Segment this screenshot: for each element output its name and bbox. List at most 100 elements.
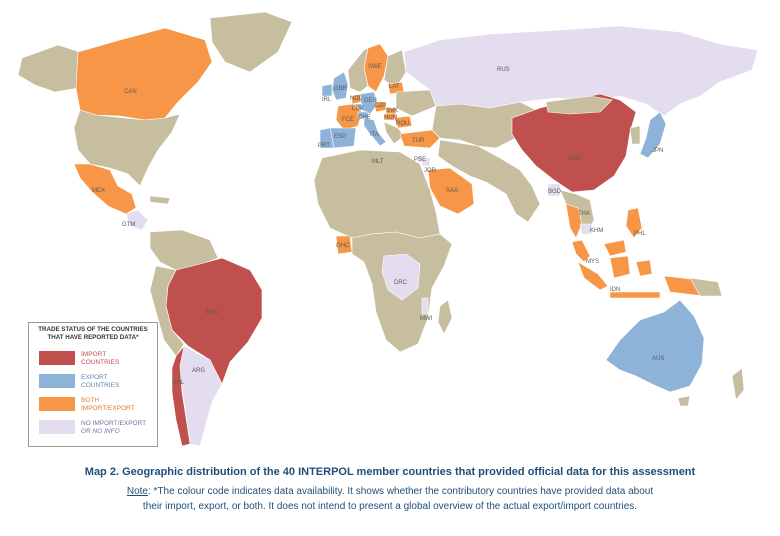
label-svk: SVK xyxy=(386,108,398,114)
label-can: CAN xyxy=(124,89,137,95)
label-esp: ESP xyxy=(334,134,346,140)
country-gtm xyxy=(125,209,149,231)
label-irl: IRL xyxy=(322,97,332,103)
label-idn: IDN xyxy=(610,287,620,293)
region-alaska xyxy=(17,44,81,93)
label-fce: FCE xyxy=(342,117,354,123)
legend-label-import-line2: COUNTRIES xyxy=(81,359,120,366)
label-gbr: GBR xyxy=(334,86,348,92)
legend-label-export: EXPORT COUNTRIES xyxy=(81,374,119,390)
country-phl xyxy=(625,207,643,239)
label-bgd: BGD xyxy=(548,189,562,195)
region-caribbean xyxy=(149,195,171,205)
map-legend: TRADE STATUS OF THE COUNTRIES THAT HAVE … xyxy=(28,322,158,447)
legend-label-none: NO IMPORT/EXPORT OR NO INFO xyxy=(81,420,146,436)
legend-title: TRADE STATUS OF THE COUNTRIES THAT HAVE … xyxy=(29,323,157,342)
label-khm: KHM xyxy=(590,228,603,234)
country-mys xyxy=(571,239,627,263)
legend-label-both-line1: BOTH xyxy=(81,397,100,404)
label-ita: ITA xyxy=(370,132,379,138)
country-jpn xyxy=(639,111,667,159)
label-pse: PSE xyxy=(414,157,426,163)
legend-label-both: BOTH IMPORT/EXPORT xyxy=(81,397,135,413)
caption-title: Map 2. Geographic distribution of the 40… xyxy=(84,466,696,478)
legend-swatch-import xyxy=(39,351,75,365)
country-drc xyxy=(381,253,421,301)
region-greenland xyxy=(209,11,293,73)
country-can xyxy=(75,27,213,121)
label-ndl: NDL xyxy=(350,96,363,102)
legend-label-none-line1: NO IMPORT/EXPORT xyxy=(81,420,147,427)
legend-label-import: IMPORT COUNTRIES xyxy=(81,351,119,367)
caption-note-line2: their import, export, or both. It does n… xyxy=(142,501,638,512)
label-deu: DEU xyxy=(364,98,377,104)
label-chl: CHL xyxy=(172,380,185,386)
label-prt: PRT xyxy=(318,143,330,149)
country-tha xyxy=(565,203,583,239)
country-khm xyxy=(579,223,593,235)
region-tasmania-nz xyxy=(677,367,745,407)
label-mlt: MLT xyxy=(372,159,384,165)
country-irl xyxy=(321,83,333,97)
label-arg: ARG xyxy=(192,368,205,374)
label-ghc: GHC xyxy=(336,243,350,249)
label-rus: RUS xyxy=(497,67,510,73)
label-czp: CZP xyxy=(374,103,386,109)
country-mwi xyxy=(421,297,429,315)
caption-note: Note: *The colour code indicates data av… xyxy=(0,484,780,514)
country-saa xyxy=(427,167,475,215)
world-map: CAN MEX GTM BRA ARG CHL SWE LAT GBR IRL … xyxy=(17,11,759,447)
country-bgd xyxy=(547,183,561,197)
region-peru-bolivia xyxy=(149,265,185,357)
legend-label-none-line2: OR NO INFO xyxy=(81,428,120,435)
note-label: Note xyxy=(126,486,148,497)
legend-swatch-export xyxy=(39,374,75,388)
region-usa xyxy=(73,109,181,187)
label-jor: JOR xyxy=(424,168,437,174)
caption-note-line1: Note: *The colour code indicates data av… xyxy=(0,484,780,499)
country-idn xyxy=(577,255,705,299)
label-saa: SAA xyxy=(446,188,458,194)
label-rou: ROU xyxy=(396,121,409,127)
country-tur xyxy=(399,129,441,149)
label-hun: HUN xyxy=(384,115,397,121)
region-korea xyxy=(629,125,641,145)
legend-label-export-line2: COUNTRIES xyxy=(81,382,120,389)
region-madagascar xyxy=(437,299,453,335)
label-gtm: GTM xyxy=(122,222,135,228)
label-jpn: JPN xyxy=(652,148,663,154)
country-mex xyxy=(73,163,137,215)
country-ita xyxy=(363,117,387,147)
label-drc: DRC xyxy=(394,280,408,286)
region-mongolia xyxy=(545,95,613,115)
country-jor xyxy=(421,157,431,167)
country-aus xyxy=(605,299,705,393)
label-phl: PHL xyxy=(634,231,646,237)
label-mwi: MWI xyxy=(420,316,433,322)
country-chl xyxy=(171,345,191,447)
country-prt xyxy=(319,127,335,149)
region-balkans-ukraine xyxy=(383,89,437,145)
label-tur: TUR xyxy=(412,138,425,144)
label-aus: AUS xyxy=(652,356,664,362)
legend-label-import-line1: IMPORT xyxy=(81,351,107,358)
country-fce xyxy=(335,103,363,131)
legend-swatch-both xyxy=(39,397,75,411)
region-iran-india xyxy=(437,139,541,223)
legend-title-line2: THAT HAVE REPORTED DATA* xyxy=(47,334,139,341)
label-mex: MEX xyxy=(92,188,105,194)
label-che: CHE xyxy=(358,115,371,121)
region-norway-finland xyxy=(347,47,407,93)
label-lat: LAT xyxy=(389,84,400,90)
legend-label-both-line2: IMPORT/EXPORT xyxy=(81,405,135,412)
country-rou xyxy=(393,115,413,129)
label-lux: LUX xyxy=(352,106,364,112)
note-text-line1: : *The colour code indicates data availa… xyxy=(148,486,654,497)
label-bra: BRA xyxy=(206,310,218,316)
label-chn: CHN xyxy=(568,156,581,162)
label-swe: SWE xyxy=(368,64,382,70)
legend-swatch-none xyxy=(39,420,75,434)
legend-title-line1: TRADE STATUS OF THE COUNTRIES xyxy=(38,326,148,333)
legend-label-export-line1: EXPORT xyxy=(81,374,108,381)
label-tha: THA xyxy=(578,211,590,217)
